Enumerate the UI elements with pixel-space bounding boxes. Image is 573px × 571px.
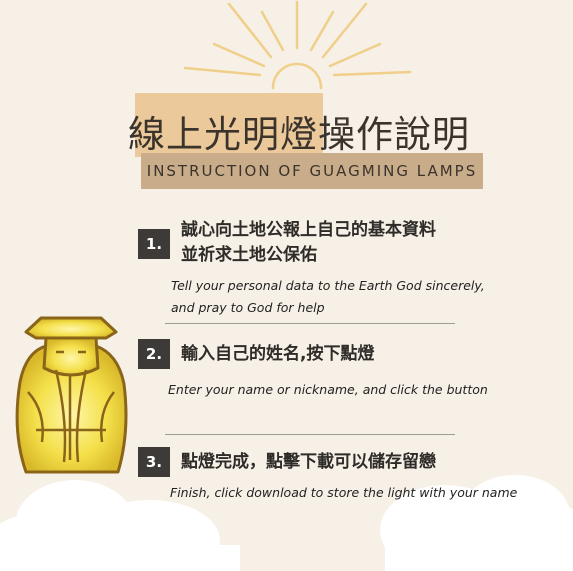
page-subtitle: INSTRUCTION OF GUAGMING LAMPS — [141, 153, 483, 189]
cloud-icon — [0, 480, 240, 571]
step-1-english-line-2: and pray to God for help — [171, 300, 325, 315]
page-title: 線上光明燈操作說明 — [128, 113, 470, 156]
step-1-chinese-line-2: 並祈求土地公保佑 — [181, 245, 317, 265]
cloud-icon — [380, 475, 573, 571]
sun-icon — [183, 0, 412, 90]
step-1-chinese-line-1: 誠心向土地公報上自己的基本資料 — [181, 220, 436, 240]
step-2-english: Enter your name or nickname, and click t… — [168, 382, 488, 397]
step-1-english-line-1: Tell your personal data to the Earth God… — [171, 278, 485, 293]
step-number-2: 2. — [138, 339, 170, 369]
divider — [165, 323, 455, 324]
step-3-english: Finish, click download to store the ligh… — [170, 485, 518, 500]
step-number-3: 3. — [138, 447, 170, 477]
step-2-chinese: 輸入自己的姓名,按下點燈 — [181, 344, 375, 364]
title-highlight — [135, 93, 323, 157]
step-3-chinese: 點燈完成，點擊下載可以儲存留戀 — [181, 452, 436, 472]
divider — [165, 434, 455, 435]
earth-god-icon — [15, 316, 128, 474]
step-number-1: 1. — [138, 229, 170, 259]
